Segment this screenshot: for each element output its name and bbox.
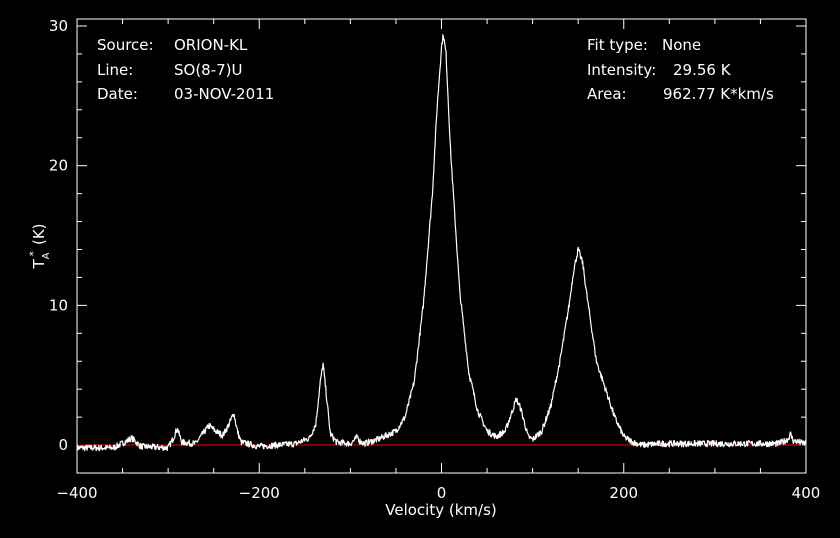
y-tick-label: 20 xyxy=(49,157,68,175)
spectrum-line xyxy=(76,34,807,452)
y-tick-label: 30 xyxy=(49,17,68,35)
intensity-value: 29.56 K xyxy=(673,61,732,79)
x-tick-label: −200 xyxy=(239,484,280,502)
tick-labels: −400 −200 0 200 400 0 10 20 30 xyxy=(49,17,820,502)
fit-type-label: Fit type: xyxy=(587,36,648,54)
source-value: ORION-KL xyxy=(174,36,248,54)
y-label-main: T xyxy=(30,259,48,270)
x-tick-label: 200 xyxy=(609,484,638,502)
line-value: SO(8-7)U xyxy=(174,61,243,79)
y-label-sup: * xyxy=(27,251,40,257)
x-axis-label: Velocity (km/s) xyxy=(385,501,496,519)
y-label-unit: (K) xyxy=(30,223,48,245)
intensity-label: Intensity: xyxy=(587,61,656,79)
y-tick-label: 0 xyxy=(58,436,68,454)
date-value: 03-NOV-2011 xyxy=(174,85,274,103)
date-label: Date: xyxy=(97,85,138,103)
fit-type-value: None xyxy=(662,36,701,54)
source-label: Source: xyxy=(97,36,154,54)
x-tick-label: 400 xyxy=(792,484,821,502)
y-tick-label: 10 xyxy=(49,296,68,314)
area-value: 962.77 K*km/s xyxy=(663,85,774,103)
area-label: Area: xyxy=(587,85,627,103)
x-tick-label: 0 xyxy=(437,484,447,502)
svg-text:TA*(K): TA* (K) xyxy=(27,223,52,269)
y-axis-label: TA* (K) xyxy=(27,223,52,269)
line-label: Line: xyxy=(97,61,133,79)
y-label-sub: A xyxy=(41,252,52,259)
x-tick-label: −400 xyxy=(56,484,97,502)
